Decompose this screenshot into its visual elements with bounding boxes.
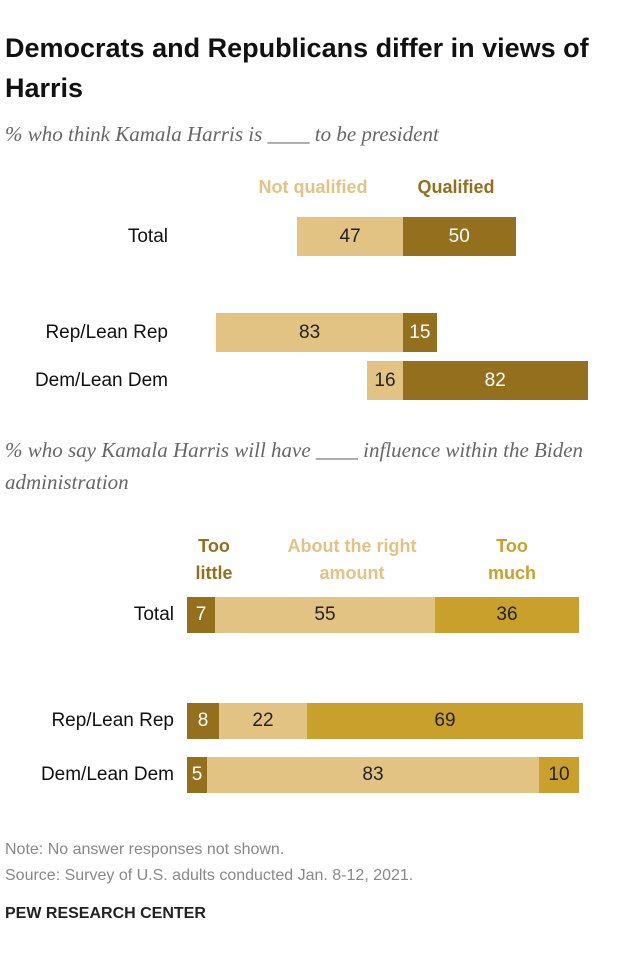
value-label: 55 (314, 604, 336, 625)
category-label: Total (133, 604, 174, 625)
bar (435, 597, 579, 633)
source: Source: Survey of U.S. adults conducted … (5, 867, 414, 884)
value-label: 8 (197, 710, 209, 731)
note: Note: No answer responses not shown. (5, 841, 285, 858)
legend-label: Qualified (417, 177, 495, 197)
category-label: Rep/Lean Rep (51, 710, 174, 731)
value-label: 5 (191, 764, 203, 785)
bar (215, 597, 435, 633)
category-label: Rep/Lean Rep (45, 321, 168, 343)
value-label: 7 (195, 604, 207, 625)
bar (207, 757, 539, 793)
category-label: Dem/Lean Dem (40, 764, 174, 785)
value-label: 10 (548, 764, 570, 785)
subtitle: % who think Kamala Harris is ____ to be … (5, 122, 439, 146)
value-label: 69 (434, 710, 456, 731)
bar (307, 703, 583, 739)
value-label: 16 (374, 369, 396, 391)
bar (367, 361, 403, 400)
value-label: 83 (299, 321, 321, 343)
bar (187, 757, 207, 793)
legend-label: Not qualified (258, 177, 368, 197)
value-label: 83 (362, 764, 384, 785)
value-label: 47 (339, 225, 361, 247)
bar (403, 361, 588, 400)
bar (539, 757, 579, 793)
bar (403, 313, 437, 352)
value-label: 82 (484, 369, 506, 391)
title: Democrats and Republicans differ in view… (5, 33, 589, 103)
bar (187, 597, 215, 633)
legend-label: Too little (195, 536, 233, 583)
bar (187, 703, 219, 739)
bar (403, 217, 516, 256)
category-label: Total (127, 225, 168, 247)
legend-label: About the right amount (287, 536, 417, 583)
brand: PEW RESEARCH CENTER (5, 905, 206, 922)
value-label: 50 (448, 225, 470, 247)
bar (219, 703, 307, 739)
bar (216, 313, 403, 352)
value-label: 22 (252, 710, 274, 731)
subtitle: % who say Kamala Harris will have ____ i… (5, 438, 584, 494)
legend-label: Too much (487, 536, 536, 583)
value-label: 15 (409, 321, 431, 343)
bar (297, 217, 403, 256)
value-label: 36 (496, 604, 518, 625)
category-label: Dem/Lean Dem (34, 369, 168, 391)
